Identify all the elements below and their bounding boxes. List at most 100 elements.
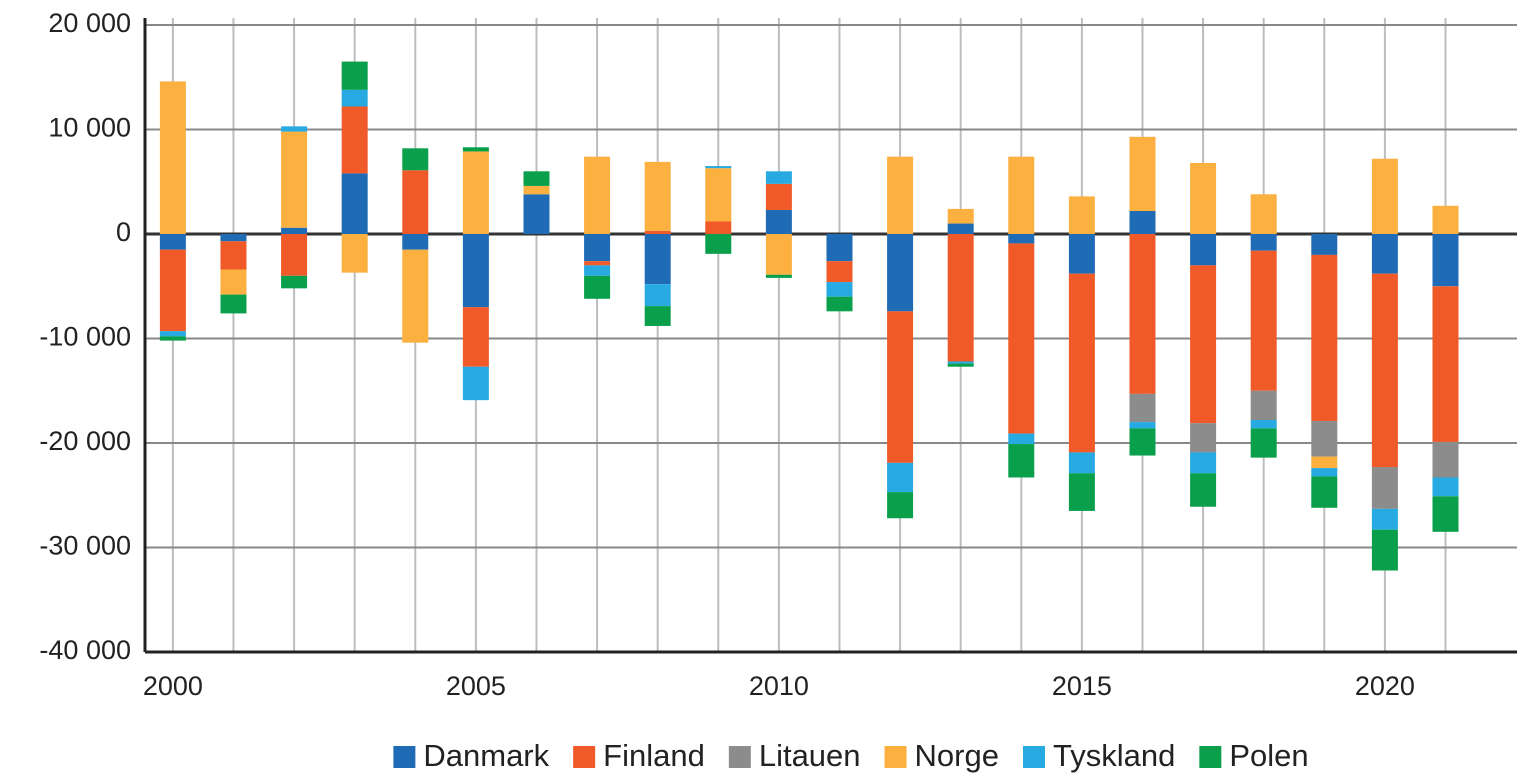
bar-segment [887,462,914,493]
bar-segment [159,234,186,250]
bar-segment [887,156,914,234]
bar-segment [584,275,611,299]
bar-segment [584,265,611,276]
bar-segment [1008,156,1035,234]
bar-segment [1250,390,1277,421]
bar-segment [1311,234,1338,255]
bar-segment [341,89,368,107]
bar-segment [1190,265,1217,424]
legend-label: Tyskland [1053,738,1175,773]
bar-segment [220,294,247,314]
bar-segment [1129,393,1156,423]
bar-segment [462,234,489,308]
bar-segment [1129,422,1156,429]
bar-segment [1432,477,1459,497]
bar-segment [1068,273,1095,453]
bar-segment [281,275,308,289]
bar-segment [281,126,308,132]
bar-segment [281,131,308,228]
legend-swatch [1022,746,1045,768]
bar-segment [159,331,186,337]
bar-segment [584,261,611,266]
bar-segment [947,234,974,362]
legend-item: Norge [884,738,999,773]
legend-label: Danmark [423,738,549,773]
y-tick-label: -30 000 [39,531,131,561]
bar-segment [644,306,671,326]
legend-swatch [1199,746,1222,768]
bar-segment [402,249,429,343]
bar-segment [1371,467,1398,509]
bar-segment [402,148,429,171]
bar-segment [1008,433,1035,445]
bar-segment [644,230,671,234]
legend-swatch [884,746,907,768]
bar-segment [1371,508,1398,530]
bar-segment [1250,420,1277,429]
y-tick-label: 20 000 [48,8,131,38]
bar-segment [826,296,853,312]
legend-label: Finland [603,738,705,773]
bar-segment [1311,421,1338,457]
bar-segment [1371,158,1398,234]
bar-segment [1068,452,1095,474]
bar-segment [1250,428,1277,458]
x-tick-label: 2005 [446,671,506,701]
bar-segment [1432,286,1459,442]
bar-segment [1311,254,1338,422]
bar-segment [341,234,368,273]
bar-segment [220,269,247,295]
bar-segment [705,166,732,169]
bar-segment [826,282,853,297]
bar-segment [1129,234,1156,394]
bar-segment [159,81,186,235]
bar-segment [765,171,792,184]
bar-segment [1250,234,1277,251]
bar-segment [887,311,914,463]
bar-segment [402,234,429,250]
bar-segment [1250,194,1277,234]
bar-segment [1008,243,1035,434]
y-tick-label: 10 000 [48,113,131,143]
bar-segment [341,173,368,234]
bar-segment [1311,476,1338,508]
bar-segment [1190,234,1217,266]
bar-segment [281,227,308,234]
x-tick-label: 2000 [143,671,203,701]
legend-item: Danmark [393,738,550,773]
bar-segment [1311,468,1338,477]
bar-segment [402,170,429,234]
x-tick-label: 2020 [1355,671,1415,701]
bar-segment [159,249,186,332]
bar-segment [1432,205,1459,234]
bar-segment [1008,234,1035,244]
bar-segment [1008,444,1035,478]
bar-segment [947,223,974,234]
bar-segment [644,234,671,285]
bar-segment [1432,496,1459,532]
bar-segment [1129,211,1156,234]
bar-segment [1250,250,1277,391]
bar-segment [765,234,792,275]
legend-swatch [393,746,416,768]
legend-swatch [728,746,751,768]
bar-segment [1190,423,1217,453]
bar-segment [947,363,974,367]
bar-segment [1190,162,1217,234]
bar-segment [159,336,186,341]
bar-segment [1068,234,1095,274]
bar-segment [705,221,732,234]
legend-label: Norge [915,738,999,773]
bar-segment [1129,428,1156,456]
bar-segment [220,241,247,270]
bar-segment [765,183,792,210]
bar-segment [462,147,489,152]
bar-segment [584,156,611,234]
bar-segment [220,234,247,242]
legend-swatch [573,746,596,768]
bar-segment [1432,441,1459,478]
bar-segment [644,284,671,307]
bar-segment [341,61,368,90]
bar-segment [523,171,550,186]
bar-segment [947,361,974,364]
